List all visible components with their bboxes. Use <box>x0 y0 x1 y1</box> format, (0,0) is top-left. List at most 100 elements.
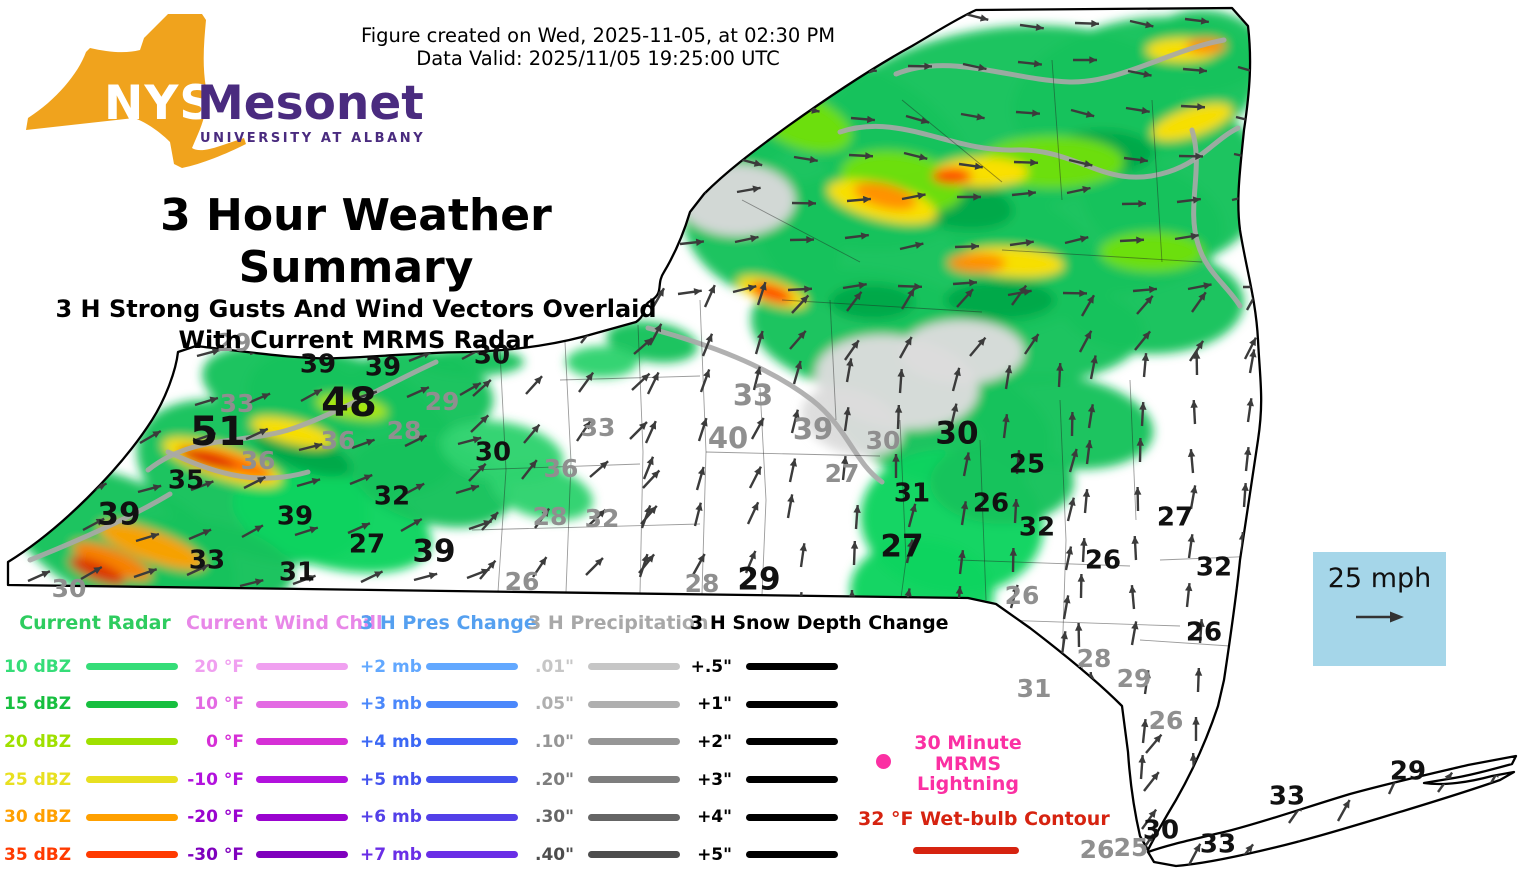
page-title: 3 Hour Weather Summary <box>160 190 552 293</box>
gust-label: 29 <box>425 387 460 416</box>
gust-label: 29 <box>737 562 780 598</box>
gust-label: 27 <box>825 459 860 488</box>
legend-swatch <box>426 663 518 671</box>
legend-swatch <box>86 813 178 821</box>
legend-swatch <box>746 663 838 671</box>
gust-label: 27 <box>349 530 385 560</box>
wind-speed-label: 25 mph <box>1327 563 1432 594</box>
gust-label: 39 <box>412 534 455 570</box>
legend-row: .10" <box>528 723 690 761</box>
legend-swatch <box>86 663 178 671</box>
gust-label: 29 <box>1390 757 1426 787</box>
legend-row: 15 dBZ <box>4 686 186 724</box>
legend-row: +4" <box>690 798 865 836</box>
legend-swatch <box>426 851 518 859</box>
legend-swatch <box>86 738 178 746</box>
gust-label: 30 <box>52 574 87 603</box>
legend-row-label: +5 mb <box>360 769 422 790</box>
legend-row: 20 °F <box>186 648 360 686</box>
legend-swatch <box>256 776 348 784</box>
legend-column-title: Current Radar <box>19 612 171 634</box>
legend-row-label: +2 mb <box>360 656 422 677</box>
legend-row-label: 10 dBZ <box>4 656 72 677</box>
legend-row: .40" <box>528 836 690 874</box>
legend-row: 35 dBZ <box>4 836 186 874</box>
legend-row-label: +.5" <box>690 656 732 677</box>
gust-label: 25 <box>1009 450 1045 480</box>
lightning-dot-icon <box>876 754 891 769</box>
legend-row: -30 °F <box>186 836 360 874</box>
gust-label: 30 <box>474 341 510 371</box>
legend-column: Current Radar 10 dBZ 15 dBZ 20 dBZ 25 dBZ 30 … <box>4 612 186 874</box>
gust-label: 40 <box>708 421 748 455</box>
legend-row: -20 °F <box>186 798 360 836</box>
title-block: 3 Hour Weather Summary 3 H Strong Gusts … <box>36 190 676 356</box>
legend-row: +3 mb <box>360 686 528 724</box>
gust-label: 27 <box>1157 503 1193 533</box>
data-valid-text: Data Valid: 2025/11/05 19:25:00 UTC <box>416 47 780 70</box>
legend-row-label: .20" <box>535 769 574 790</box>
gust-label: 39 <box>97 497 140 533</box>
legend-swatch <box>256 851 348 859</box>
gust-label: 39 <box>365 353 401 383</box>
legend-row: 10 dBZ <box>4 648 186 686</box>
wind-speed-reference: 25 mph <box>1313 552 1446 666</box>
legend-row: +4 mb <box>360 723 528 761</box>
legend-row: +3" <box>690 761 865 799</box>
legend-row-label: 25 dBZ <box>4 769 72 790</box>
legend-swatch <box>256 663 348 671</box>
legend-row-label: 30 dBZ <box>4 807 72 828</box>
gust-label: 28 <box>533 502 568 531</box>
gust-label: 28 <box>685 569 720 598</box>
wetbulb-legend: 32 °F Wet-bulb Contour <box>858 808 1110 854</box>
legend-row-label: -30 °F <box>187 844 244 865</box>
legend-row-label: +4" <box>697 807 732 828</box>
gust-label: 36 <box>321 426 356 455</box>
gust-label: 33 <box>1200 830 1236 860</box>
legend-row: +1" <box>690 686 865 724</box>
gust-label: 32 <box>585 504 620 533</box>
gust-label: 39 <box>300 350 336 380</box>
legend-row-label: 20 dBZ <box>4 731 72 752</box>
legend-row-label: +2" <box>697 731 732 752</box>
legend-swatch <box>588 700 680 708</box>
legend-swatch <box>746 738 838 746</box>
legend-row: +2" <box>690 723 865 761</box>
gust-label: 30 <box>1143 816 1179 846</box>
gust-label: 31 <box>279 558 315 588</box>
wetbulb-swatch <box>913 847 1019 854</box>
legend-swatch <box>588 813 680 821</box>
gust-label: 32 <box>1019 513 1055 543</box>
figure-created-text: Figure created on Wed, 2025-11-05, at 02… <box>360 24 836 47</box>
legend-swatch <box>746 776 838 784</box>
legend-column: 3 H Precipitation .01" .05" .10" .20" .30" .40… <box>528 612 709 874</box>
legend-swatch <box>86 700 178 708</box>
gust-label: 32 <box>374 482 410 512</box>
legend-row: 10 °F <box>186 686 360 724</box>
legend: Current Radar 10 dBZ 15 dBZ 20 dBZ 25 dBZ 30 … <box>4 612 949 874</box>
legend-swatch <box>256 813 348 821</box>
legend-row-label: +1" <box>697 694 732 715</box>
gust-label: 26 <box>1005 581 1040 610</box>
legend-row: 25 dBZ <box>4 761 186 799</box>
legend-row-label: +7 mb <box>360 844 422 865</box>
legend-row: -10 °F <box>186 761 360 799</box>
wind-reference-arrow-icon <box>1355 611 1404 623</box>
legend-row: +2 mb <box>360 648 528 686</box>
legend-swatch <box>86 851 178 859</box>
legend-row: 0 °F <box>186 723 360 761</box>
ny-state-logo-icon <box>26 14 246 168</box>
legend-swatch <box>746 700 838 708</box>
legend-row-label: 10 °F <box>194 694 244 715</box>
gust-label: 26 <box>973 489 1009 519</box>
legend-row-label: 35 dBZ <box>4 844 72 865</box>
legend-row-label: .40" <box>535 844 574 865</box>
legend-swatch <box>256 700 348 708</box>
legend-column-title: 3 H Pres Change <box>360 612 537 634</box>
legend-column: Current Wind Chill 20 °F 10 °F 0 °F -10 °F -2… <box>186 612 383 874</box>
legend-row: +7 mb <box>360 836 528 874</box>
legend-row-label: 15 dBZ <box>4 694 72 715</box>
gust-label: 31 <box>894 479 930 509</box>
legend-column: 3 H Snow Depth Change +.5" +1" +2" +3" +4" +5" <box>690 612 949 874</box>
